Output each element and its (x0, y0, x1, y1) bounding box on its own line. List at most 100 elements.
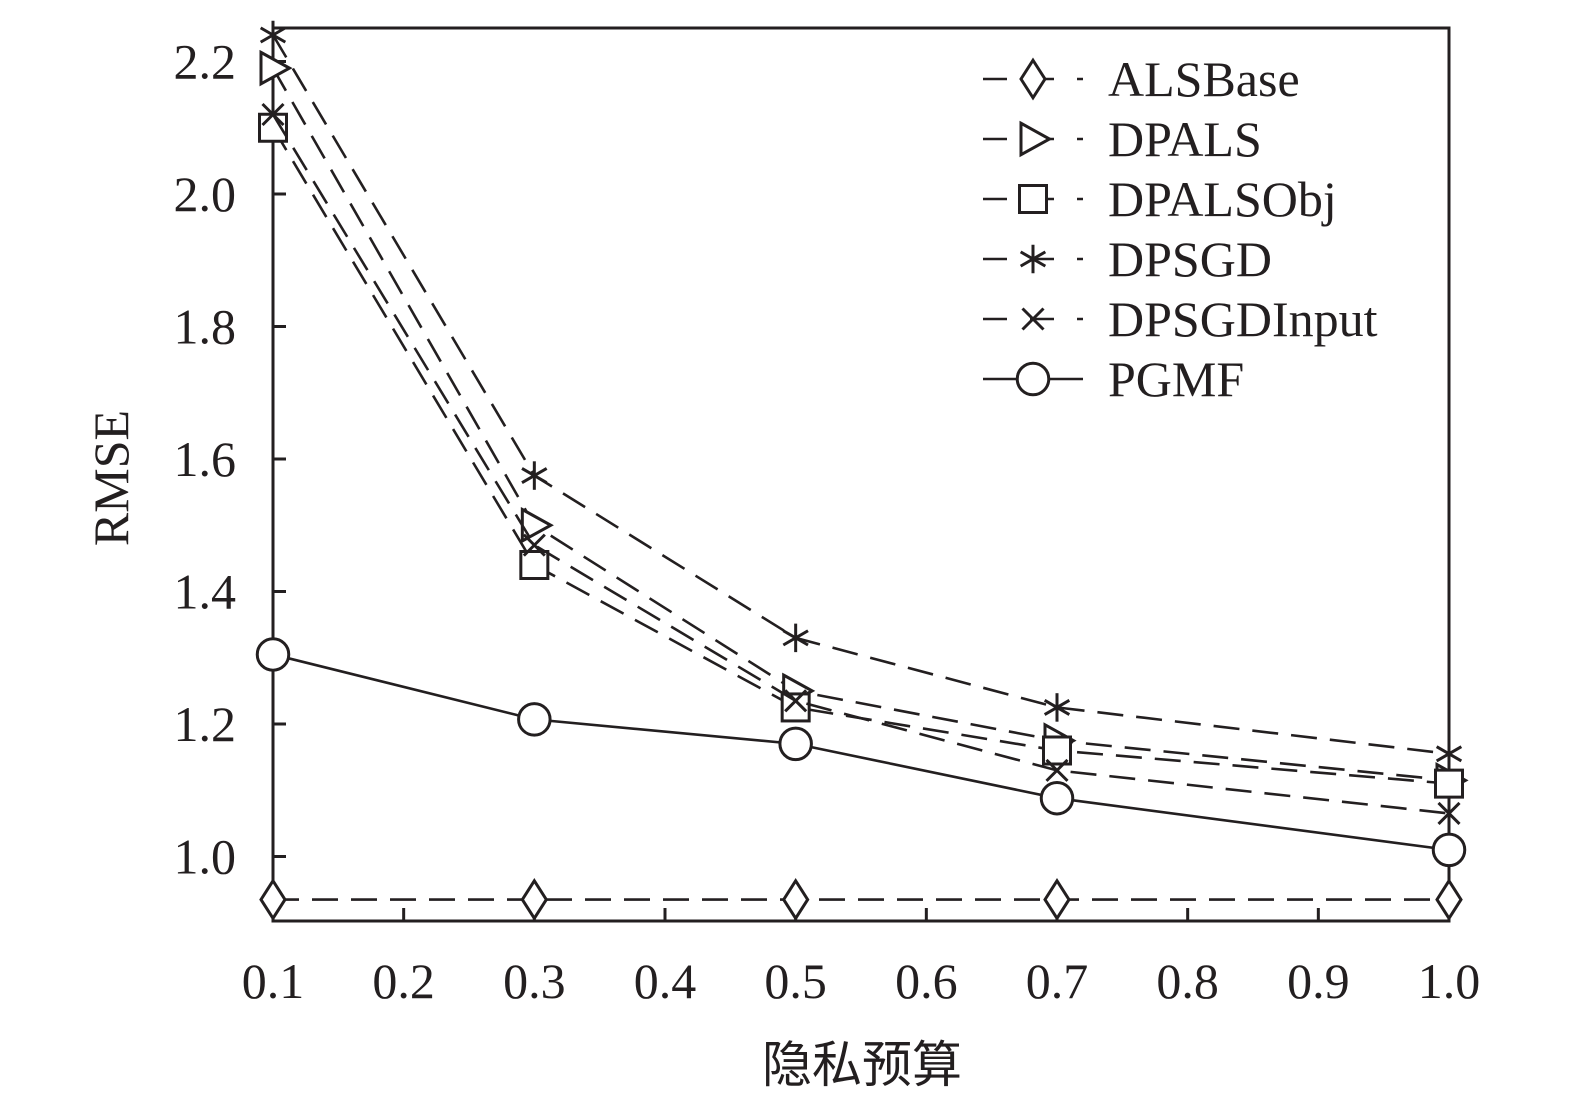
legend-label: DPALSObj (1108, 171, 1337, 227)
diamond-shape (781, 878, 810, 922)
square-shape (1434, 768, 1464, 799)
axis-ticks: 0.1 0.2 0.3 0.4 0.5 0.6 0.7 0.8 0.9 1.0 1.0 1.2 1.4 1… (174, 34, 1481, 1010)
x-stroke (1437, 801, 1461, 825)
x-marker (1437, 801, 1461, 825)
plot-frame (271, 26, 1451, 923)
asterisk-marker (1019, 244, 1047, 274)
asterisk-stroke (521, 467, 548, 484)
legend-item: DPSGDInput (983, 291, 1378, 347)
series-dpals (259, 49, 1469, 799)
square-marker (1018, 184, 1048, 214)
series-line (271, 113, 1450, 815)
triangle-shape (259, 49, 293, 87)
circle-marker (255, 637, 291, 672)
diamond-marker (259, 878, 287, 922)
y-axis-title: RMSE (83, 410, 139, 546)
diamond-marker (1043, 878, 1071, 922)
x-tick-label: 0.3 (503, 953, 566, 1009)
asterisk-stroke (259, 26, 287, 44)
asterisk-stroke (1019, 250, 1047, 268)
legend-item: DPSGD (983, 231, 1272, 287)
y-tick-label: 1.2 (174, 696, 237, 752)
x-tick-label: 0.4 (634, 953, 697, 1009)
legend-item: DPALS (983, 111, 1262, 167)
x-marker (1045, 758, 1069, 782)
legend-item: ALSBase (983, 51, 1300, 107)
legend-label: DPSGD (1108, 231, 1272, 287)
y-tick-label: 1.0 (174, 829, 237, 885)
diamond-marker (1019, 57, 1047, 101)
series-line (272, 653, 1450, 852)
triangle-shape (1019, 120, 1053, 158)
circle-shape (255, 637, 291, 672)
circle-shape (517, 702, 552, 737)
triangle-right-marker (259, 49, 293, 87)
x-stroke (1045, 758, 1069, 782)
square-shape (780, 692, 811, 723)
asterisk-marker (1043, 693, 1071, 722)
x-stroke (522, 533, 546, 557)
x-tick-label: 0.5 (764, 953, 827, 1009)
y-tick-label: 1.6 (174, 431, 237, 487)
x-stroke (784, 689, 808, 713)
x-stroke (261, 102, 285, 127)
y-tick-label: 2.2 (174, 34, 237, 90)
legend-label: ALSBase (1108, 51, 1300, 107)
asterisk-marker (1435, 739, 1463, 769)
x-marker (522, 533, 546, 557)
series-alsbase (259, 878, 1463, 922)
diamond-shape (1019, 57, 1047, 101)
x-tick-label: 0.2 (372, 953, 435, 1009)
circle-marker (778, 726, 813, 762)
circle-shape (1015, 361, 1051, 397)
asterisk-marker (259, 20, 287, 50)
diamond-shape (1435, 878, 1463, 922)
legend-label: DPALS (1108, 111, 1262, 167)
series-dpsgdinput (261, 102, 1461, 825)
x-axis-title: 隐私预算 (762, 1037, 962, 1093)
plot-border (271, 26, 1451, 923)
square-shape (1018, 184, 1048, 214)
x-marker (1021, 307, 1045, 331)
square-marker (780, 692, 811, 723)
square-marker (1434, 768, 1464, 799)
x-tick-label: 0.9 (1287, 953, 1350, 1009)
x-tick-label: 0.6 (895, 953, 958, 1009)
circle-shape (778, 726, 813, 762)
y-tick-label: 1.8 (174, 299, 237, 355)
circle-marker (1431, 832, 1467, 868)
y-tick-label: 1.4 (174, 564, 237, 620)
legend-item: DPALSObj (983, 171, 1337, 227)
circle-shape (1039, 780, 1075, 816)
x-tick-label: 1.0 (1418, 953, 1481, 1009)
circle-marker (1015, 361, 1051, 397)
circle-marker (517, 702, 552, 737)
diamond-marker (520, 878, 549, 922)
asterisk-stroke (1435, 745, 1463, 763)
asterisk-marker (782, 623, 809, 653)
asterisk-stroke (782, 629, 809, 647)
diamond-shape (259, 878, 287, 922)
x-tick-label: 0.7 (1026, 953, 1089, 1009)
x-tick-label: 0.1 (242, 953, 305, 1009)
circle-shape (1431, 832, 1467, 868)
series-layer (255, 20, 1469, 922)
diamond-marker (1435, 878, 1463, 922)
asterisk-marker (521, 461, 548, 490)
legend-label: PGMF (1108, 351, 1244, 407)
diamond-marker (781, 878, 810, 922)
y-tick-label: 2.0 (174, 166, 237, 222)
x-marker (784, 689, 808, 713)
x-marker (261, 102, 285, 127)
series-dpsgd (259, 20, 1463, 769)
series-dpalsobj (258, 112, 1464, 799)
x-tick-label: 0.8 (1156, 953, 1219, 1009)
legend-label: DPSGDInput (1108, 291, 1378, 347)
series-pgmf (255, 637, 1467, 868)
series-line (271, 34, 1450, 756)
diamond-shape (1043, 878, 1071, 922)
legend-item: PGMF (983, 351, 1244, 407)
diamond-shape (520, 878, 549, 922)
